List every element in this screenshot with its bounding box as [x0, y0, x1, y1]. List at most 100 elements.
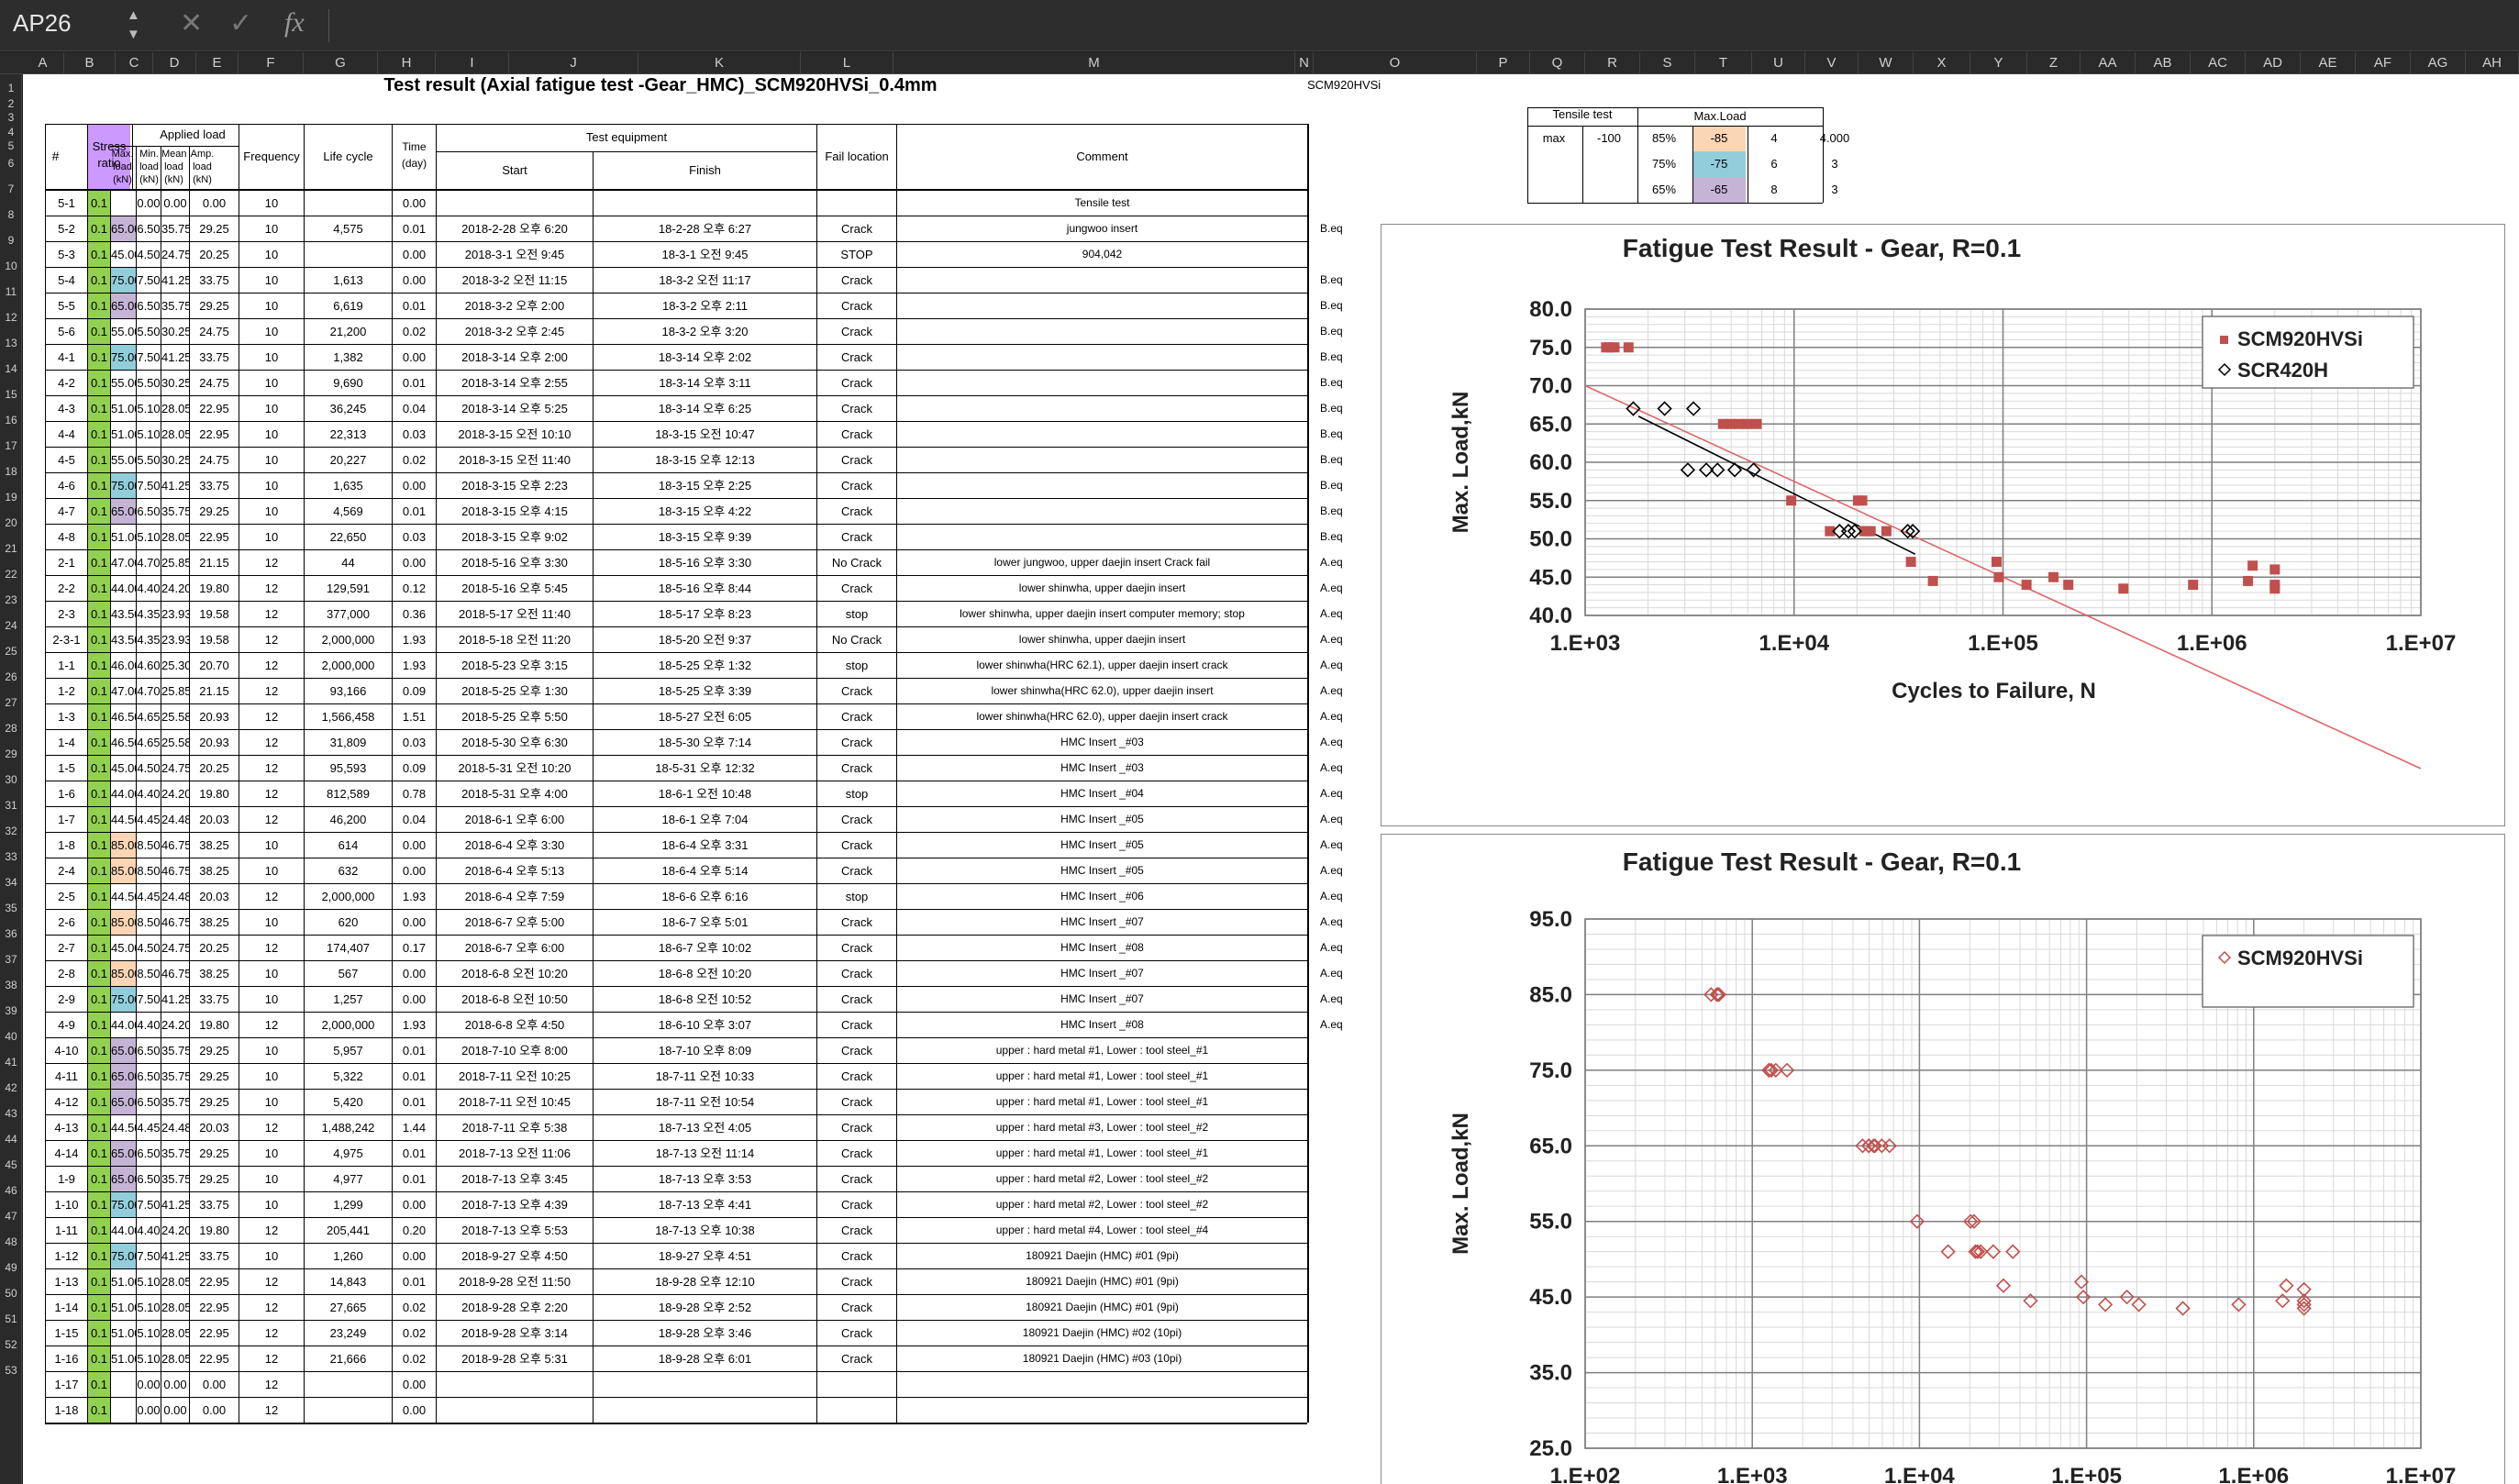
row-header[interactable]: 7 [7, 183, 15, 195]
column-header-b[interactable]: B [64, 52, 116, 74]
row-header[interactable]: 47 [5, 1210, 17, 1223]
row-header[interactable]: 34 [5, 876, 17, 889]
enter-icon[interactable]: ✓ [229, 8, 253, 39]
column-header-o[interactable]: O [1314, 52, 1477, 74]
column-header-p[interactable]: P [1477, 52, 1530, 74]
row-header[interactable]: 48 [5, 1235, 17, 1248]
row-header[interactable]: 30 [5, 773, 17, 786]
row-header[interactable]: 42 [5, 1081, 17, 1094]
row-header[interactable]: 46 [5, 1184, 17, 1197]
row-header[interactable]: 41 [5, 1056, 17, 1069]
column-header-c[interactable]: C [116, 52, 153, 74]
row-header[interactable]: 52 [5, 1338, 17, 1351]
column-header-q[interactable]: Q [1530, 52, 1585, 74]
row-header[interactable]: 53 [5, 1364, 17, 1377]
row-header[interactable]: 43 [5, 1107, 17, 1120]
table-cell: 85.00 [111, 858, 136, 883]
name-box-stepper-icon[interactable]: ▲ ▼ [127, 7, 140, 42]
row-header[interactable]: 1 [7, 82, 15, 94]
column-header-j[interactable]: J [509, 52, 638, 74]
row-header[interactable]: 25 [5, 645, 17, 658]
column-header-e[interactable]: E [196, 52, 239, 74]
column-header-aa[interactable]: AA [2081, 52, 2136, 74]
column-header-ac[interactable]: AC [2191, 52, 2246, 74]
row-header[interactable]: 4 [7, 126, 15, 138]
column-header-g[interactable]: G [304, 52, 378, 74]
row-header[interactable]: 11 [5, 285, 17, 298]
cancel-icon[interactable]: ✕ [180, 8, 204, 39]
row-header[interactable]: 24 [5, 619, 17, 632]
column-header-n[interactable]: N [1295, 52, 1314, 74]
row-header[interactable]: 16 [5, 414, 17, 426]
row-header[interactable]: 17 [5, 439, 17, 452]
row-header[interactable]: 9 [7, 234, 15, 247]
row-header[interactable]: 31 [5, 799, 17, 812]
column-header-a[interactable]: A [22, 52, 64, 74]
column-header-af[interactable]: AF [2356, 52, 2411, 74]
column-header-l[interactable]: L [801, 52, 893, 74]
row-header[interactable]: 40 [5, 1030, 17, 1043]
column-header-ah[interactable]: AH [2466, 52, 2519, 74]
row-header[interactable]: 5 [7, 138, 15, 152]
table-cell: 18-5-17 오후 8:23 [658, 607, 752, 621]
column-header-u[interactable]: U [1752, 52, 1805, 74]
table-cell: 1,257 [333, 992, 363, 1006]
column-header-f[interactable]: F [239, 52, 304, 74]
column-header-v[interactable]: V [1805, 52, 1859, 74]
row-header[interactable]: 32 [5, 825, 17, 837]
row-header[interactable]: 50 [5, 1287, 17, 1300]
row-header[interactable]: 19 [5, 491, 17, 504]
row-header[interactable]: 6 [7, 157, 15, 170]
worksheet[interactable]: Test result (Axial fatigue test -Gear_HM… [23, 74, 2519, 1484]
row-header[interactable]: 13 [5, 337, 17, 349]
row-header[interactable]: 15 [5, 388, 17, 401]
column-header-ab[interactable]: AB [2136, 52, 2191, 74]
column-header-t[interactable]: T [1695, 52, 1752, 74]
row-header[interactable]: 22 [5, 568, 17, 581]
column-header-ad[interactable]: AD [2246, 52, 2301, 74]
chart-1-panel[interactable]: Fatigue Test Result - Gear, R=0.1 40.0 45… [1381, 224, 2505, 826]
row-header[interactable]: 2 [7, 97, 15, 110]
row-header[interactable]: 45 [5, 1158, 17, 1171]
row-header[interactable]: 10 [5, 260, 17, 272]
table-cell: 0.02 [402, 1326, 427, 1340]
row-header[interactable]: 29 [5, 748, 17, 760]
row-header[interactable]: 12 [5, 311, 17, 324]
row-header[interactable]: 21 [5, 542, 17, 555]
row-header[interactable]: 35 [5, 902, 17, 914]
row-header[interactable]: 26 [5, 670, 17, 683]
row-header[interactable]: 39 [5, 1004, 17, 1017]
column-header-ag[interactable]: AG [2411, 52, 2466, 74]
column-header-s[interactable]: S [1640, 52, 1695, 74]
column-header-r[interactable]: R [1585, 52, 1640, 74]
column-header-m[interactable]: M [893, 52, 1295, 74]
row-header[interactable]: 18 [5, 465, 17, 478]
row-header[interactable]: 14 [5, 362, 17, 375]
chart-2-title: Fatigue Test Result - Gear, R=0.1 [1622, 847, 2022, 876]
function-icon[interactable]: fx [284, 7, 305, 38]
column-header-i[interactable]: I [436, 52, 509, 74]
row-header[interactable]: 27 [5, 696, 17, 709]
column-header-h[interactable]: H [378, 52, 436, 74]
column-header-z[interactable]: Z [2027, 52, 2081, 74]
column-header-k[interactable]: K [638, 52, 801, 74]
row-header[interactable]: 23 [5, 593, 17, 606]
row-header[interactable]: 36 [5, 927, 17, 940]
row-header[interactable]: 3 [7, 111, 15, 124]
column-header-d[interactable]: D [153, 52, 196, 74]
row-header[interactable]: 8 [7, 208, 15, 221]
row-header[interactable]: 38 [5, 979, 17, 991]
row-header[interactable]: 33 [5, 850, 17, 863]
name-box[interactable]: AP26 [13, 9, 72, 37]
chart-2-panel[interactable]: Fatigue Test Result - Gear, R=0.1 25.0 35… [1381, 834, 2505, 1484]
column-header-x[interactable]: X [1914, 52, 1970, 74]
row-header[interactable]: 51 [5, 1312, 17, 1325]
row-header[interactable]: 28 [5, 722, 17, 735]
row-header[interactable]: 44 [5, 1133, 17, 1146]
row-header[interactable]: 49 [5, 1261, 17, 1274]
column-header-y[interactable]: Y [1970, 52, 2027, 74]
column-header-ae[interactable]: AE [2301, 52, 2356, 74]
column-header-w[interactable]: W [1859, 52, 1914, 74]
row-header[interactable]: 37 [5, 953, 17, 966]
row-header[interactable]: 20 [5, 516, 17, 529]
